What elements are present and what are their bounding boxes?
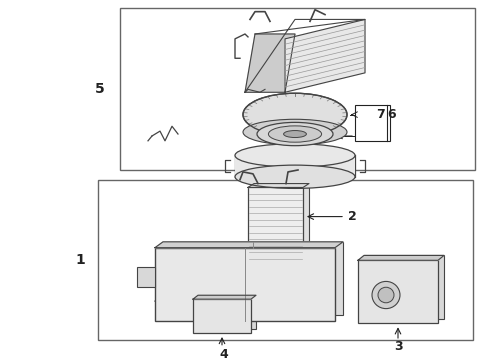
Polygon shape <box>285 19 365 92</box>
Bar <box>355 105 390 141</box>
Polygon shape <box>248 184 309 188</box>
Ellipse shape <box>243 119 347 145</box>
Bar <box>235 156 355 177</box>
Bar <box>137 267 155 287</box>
Bar <box>98 180 473 340</box>
Bar <box>248 188 303 265</box>
Polygon shape <box>245 34 295 92</box>
Ellipse shape <box>284 131 306 138</box>
Text: 2: 2 <box>347 210 356 223</box>
Text: 1: 1 <box>75 253 85 267</box>
Bar <box>254 184 309 261</box>
Text: 3: 3 <box>393 340 402 353</box>
Text: 4: 4 <box>220 348 228 360</box>
Bar <box>198 295 256 329</box>
Bar <box>364 256 444 319</box>
Text: 5: 5 <box>95 82 105 96</box>
Ellipse shape <box>372 282 400 309</box>
Bar <box>155 248 335 320</box>
Polygon shape <box>358 256 444 260</box>
Bar <box>120 8 475 170</box>
Ellipse shape <box>257 122 333 146</box>
Ellipse shape <box>235 144 355 167</box>
Text: 7: 7 <box>376 108 384 121</box>
Polygon shape <box>155 242 343 248</box>
Ellipse shape <box>243 93 347 136</box>
Ellipse shape <box>269 126 321 142</box>
Bar <box>193 299 251 333</box>
Polygon shape <box>193 295 256 299</box>
Ellipse shape <box>378 287 394 303</box>
Text: 6: 6 <box>388 108 396 121</box>
Bar <box>358 260 438 323</box>
Ellipse shape <box>235 165 355 188</box>
Bar <box>163 242 343 315</box>
